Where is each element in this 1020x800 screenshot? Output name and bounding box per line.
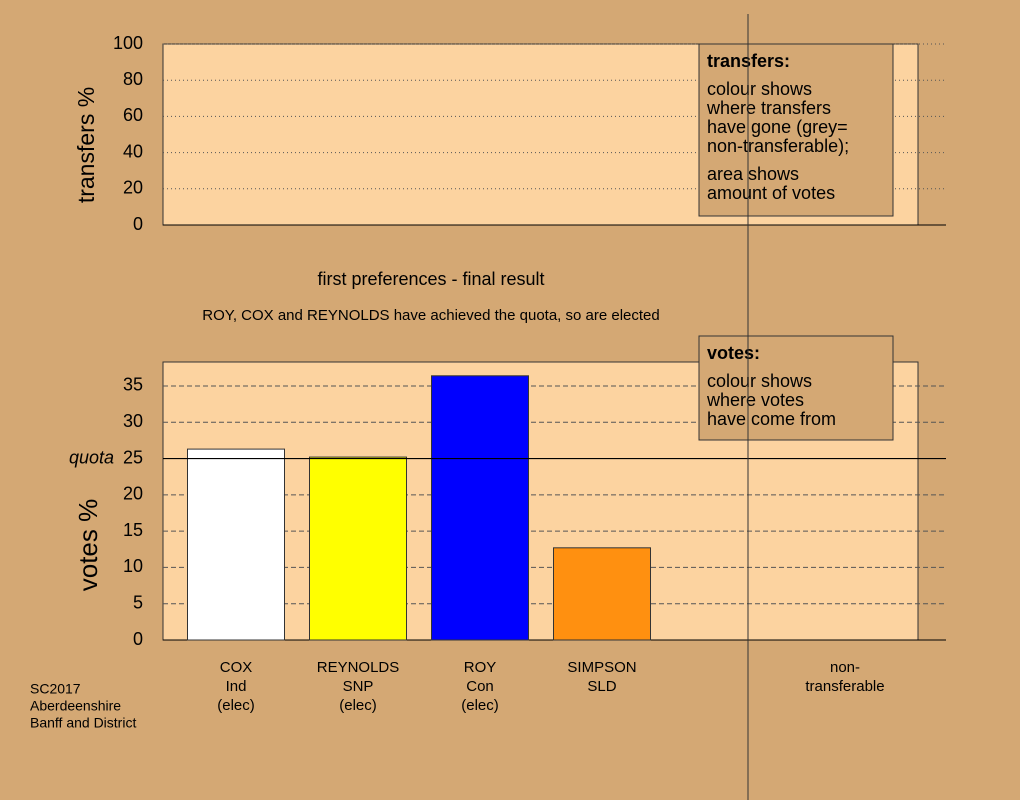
- y-tick-label: 20: [123, 178, 143, 198]
- y-tick-label: 80: [123, 69, 143, 89]
- bar: [553, 547, 651, 641]
- y-tick-label: 10: [123, 556, 143, 576]
- footer-text: Banff and District: [30, 715, 136, 731]
- legend-text: where votes: [706, 390, 804, 410]
- x-tick-label: non-: [830, 659, 860, 676]
- x-tick-label: (elec): [461, 697, 499, 714]
- y-tick-label: 20: [123, 484, 143, 504]
- legend-box: [698, 43, 894, 217]
- bar: [187, 448, 285, 641]
- x-tick-label: Ind: [226, 678, 247, 695]
- x-tick-label: SLD: [587, 678, 616, 695]
- y-tick-label: 30: [123, 411, 143, 431]
- y-tick-label: 5: [133, 592, 143, 612]
- legend-text: amount of votes: [707, 183, 835, 203]
- legend-text: area shows: [707, 164, 799, 184]
- x-tick-label: SNP: [343, 678, 374, 695]
- legend-title: votes:: [707, 343, 760, 363]
- y-axis-label: votes %: [73, 499, 103, 592]
- legend-text: colour shows: [707, 371, 812, 391]
- x-tick-label: SIMPSON: [567, 659, 636, 676]
- x-tick-label: ROY: [464, 659, 497, 676]
- x-tick-label: transferable: [805, 678, 884, 695]
- y-tick-label: 60: [123, 105, 143, 125]
- y-tick-label: 100: [113, 33, 143, 53]
- legend-box: [698, 335, 894, 441]
- y-axis-label: transfers %: [73, 87, 99, 203]
- x-tick-label: Con: [466, 678, 494, 695]
- y-tick-label: 0: [133, 629, 143, 649]
- y-tick-label: 15: [123, 520, 143, 540]
- y-tick-label: 25: [123, 447, 143, 467]
- legend-text: non-transferable);: [707, 136, 849, 156]
- y-tick-label: 0: [133, 214, 143, 234]
- footer-text: SC2017: [30, 681, 81, 697]
- legend-text: have come from: [707, 409, 836, 429]
- x-tick-label: REYNOLDS: [317, 659, 400, 676]
- legend-text: where transfers: [706, 98, 831, 118]
- legend-text: have gone (grey=: [707, 117, 848, 137]
- x-tick-label: COX: [220, 659, 253, 676]
- legend-text: colour shows: [707, 79, 812, 99]
- chart-title: first preferences - final result: [317, 269, 544, 289]
- x-tick-label: (elec): [217, 697, 255, 714]
- chart-subtitle: ROY, COX and REYNOLDS have achieved the …: [202, 307, 660, 324]
- y-tick-label: 35: [123, 375, 143, 395]
- bar: [431, 375, 529, 641]
- x-tick-label: (elec): [339, 697, 377, 714]
- footer-text: Aberdeenshire: [30, 698, 121, 714]
- bar: [309, 456, 407, 641]
- y-tick-label: 40: [123, 141, 143, 161]
- quota-label: quota: [69, 447, 114, 467]
- legend-title: transfers:: [707, 51, 790, 71]
